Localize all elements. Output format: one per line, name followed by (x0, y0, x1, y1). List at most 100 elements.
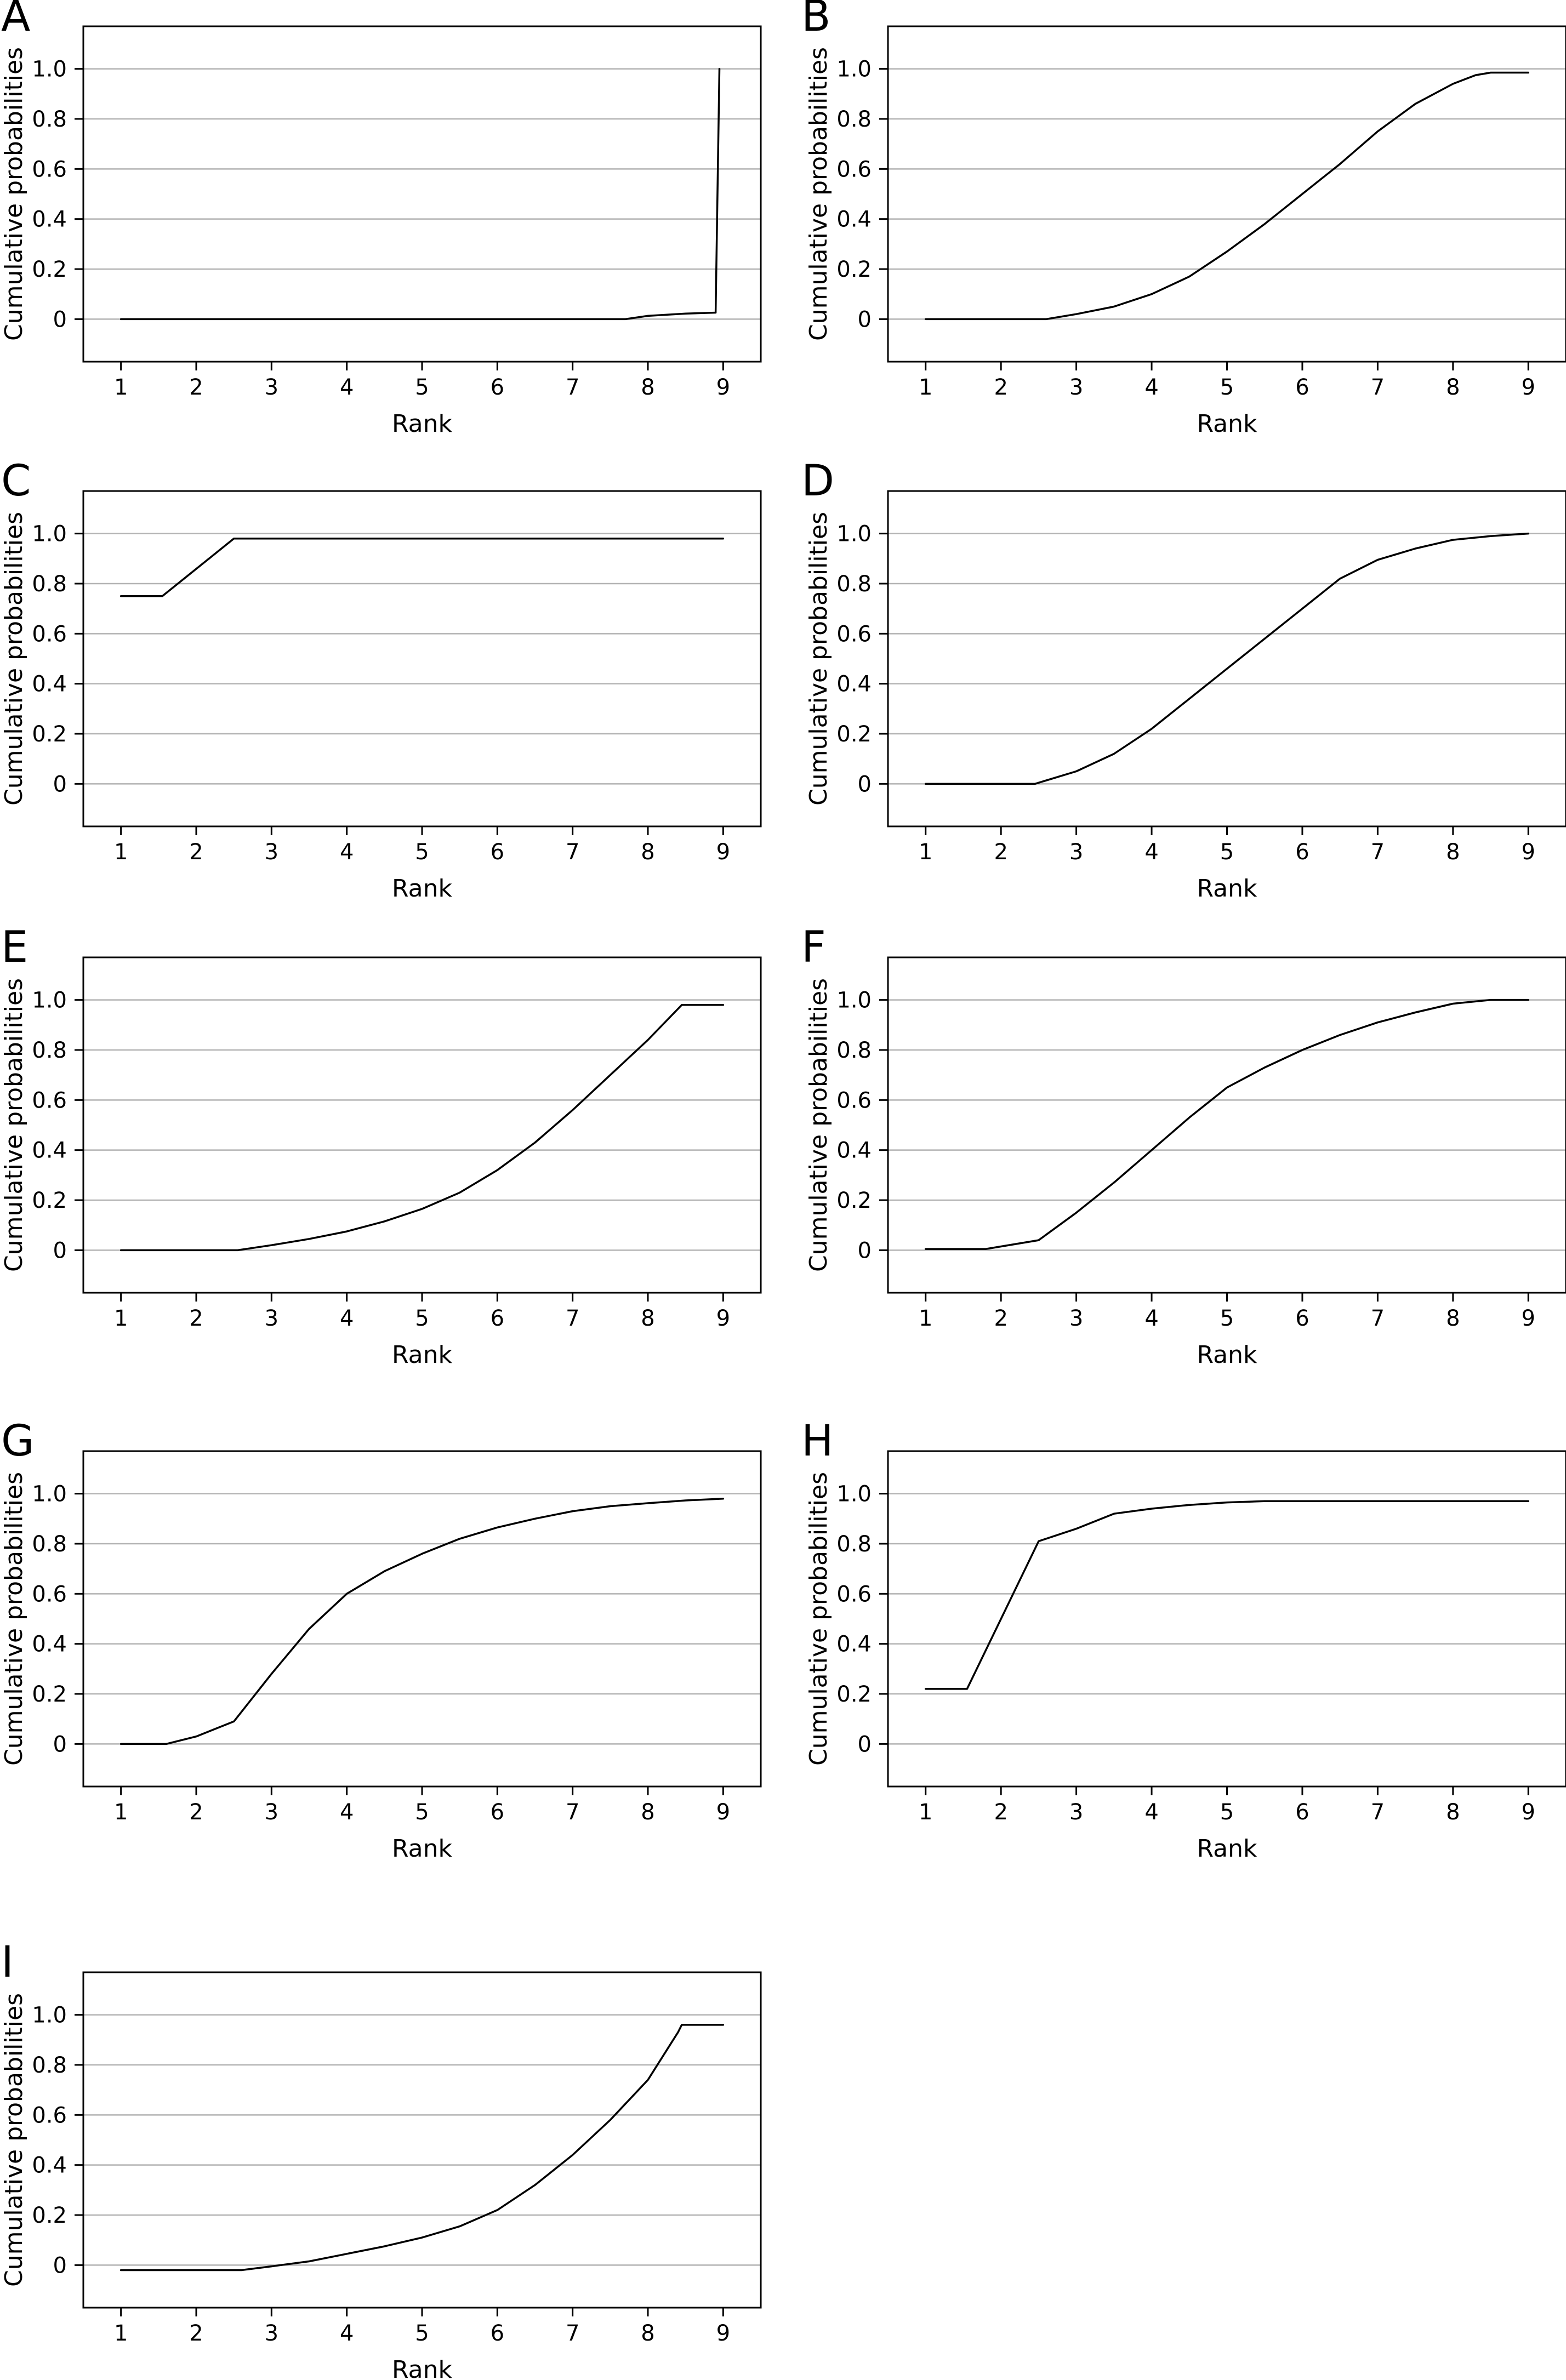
x-tick-label: 3 (265, 840, 278, 865)
x-tick-label: 2 (994, 1800, 1007, 1825)
y-tick-label: 0.2 (836, 257, 872, 282)
y-tick-label: 1.0 (32, 988, 67, 1013)
x-tick-label: 9 (1522, 1800, 1535, 1825)
x-tick-label: 7 (566, 840, 579, 865)
y-axis-label: Cumulative probabilities (0, 1472, 28, 1766)
x-axis-label: Rank (392, 875, 452, 903)
x-tick-label: 2 (994, 1306, 1007, 1331)
y-tick-label: 0.2 (32, 2203, 67, 2228)
x-axis-label: Rank (392, 410, 452, 438)
y-tick-label: 0.2 (836, 1682, 872, 1707)
x-tick-label: 9 (716, 840, 730, 865)
y-tick-label: 0 (53, 2253, 67, 2278)
y-axis-label: Cumulative probabilities (0, 978, 28, 1272)
x-tick-label: 2 (189, 2321, 203, 2346)
x-axis-label: Rank (392, 2356, 452, 2380)
x-tick-label: 9 (716, 1800, 730, 1825)
y-tick-label: 0.4 (32, 2153, 67, 2178)
cumulative-probability-line (119, 1498, 725, 1745)
panel-letter: B (801, 0, 831, 41)
x-tick-label: 7 (1371, 1306, 1385, 1331)
x-tick-label: 5 (1220, 1306, 1234, 1331)
x-tick-label: 6 (491, 1800, 504, 1825)
plot-frame (887, 25, 1566, 363)
x-tick-label: 9 (716, 2321, 730, 2346)
y-tick-label: 0.4 (32, 672, 67, 697)
chart-panel-i: I 1 2 3 4 5 6 7 8 9 0 0.2 0.4 0.6 0.8 1.0 Rank Cumulative… (0, 1938, 762, 2380)
y-tick-label: 0.8 (836, 572, 872, 597)
x-tick-label: 3 (1069, 1800, 1083, 1825)
x-tick-label: 8 (1446, 840, 1460, 865)
y-tick-label: 0.2 (32, 1682, 67, 1707)
x-tick-label: 5 (1220, 840, 1234, 865)
y-axis-label: Cumulative probabilities (805, 978, 833, 1272)
x-tick-label: 7 (1371, 1800, 1385, 1825)
y-tick-label: 0.8 (836, 1532, 872, 1557)
y-tick-label: 0.8 (32, 1532, 67, 1557)
x-tick-label: 4 (1144, 1306, 1158, 1331)
x-tick-label: 6 (491, 1306, 504, 1331)
x-axis-label: Rank (392, 1341, 452, 1369)
plot-frame (82, 490, 762, 827)
x-axis-label: Rank (1197, 410, 1257, 438)
x-tick-label: 2 (189, 375, 203, 400)
y-tick-label: 0.4 (836, 207, 872, 232)
y-tick-label: 0 (53, 1732, 67, 1757)
x-tick-label: 5 (415, 375, 429, 400)
x-axis-label: Rank (1197, 875, 1257, 903)
x-tick-label: 5 (415, 840, 429, 865)
plot-frame (82, 956, 762, 1294)
y-tick-label: 1.0 (32, 1482, 67, 1507)
y-tick-label: 0 (858, 1732, 872, 1757)
cumulative-probability-line (119, 1004, 725, 1252)
x-tick-label: 6 (491, 375, 504, 400)
cumulative-probability-line (119, 538, 725, 597)
x-tick-label: 8 (1446, 375, 1460, 400)
y-axis-label: Cumulative probabilities (0, 47, 28, 341)
x-tick-label: 1 (919, 1800, 932, 1825)
y-tick-label: 0.8 (32, 107, 67, 132)
y-tick-label: 0.2 (32, 257, 67, 282)
x-tick-label: 4 (1144, 840, 1158, 865)
y-tick-label: 0.2 (836, 1188, 872, 1213)
x-tick-label: 6 (1295, 840, 1309, 865)
cumulative-probability-line (924, 1500, 1530, 1690)
x-tick-label: 4 (1144, 375, 1158, 400)
y-tick-label: 0.6 (32, 1582, 67, 1607)
y-tick-label: 0.8 (836, 1038, 872, 1063)
y-tick-label: 0.8 (32, 572, 67, 597)
x-tick-label: 3 (1069, 840, 1083, 865)
cumulative-probability-line (924, 71, 1530, 321)
x-tick-label: 8 (641, 1306, 654, 1331)
y-tick-label: 0.2 (836, 722, 872, 747)
x-tick-label: 6 (491, 2321, 504, 2346)
y-tick-label: 1.0 (836, 1482, 872, 1507)
x-tick-label: 3 (265, 1800, 278, 1825)
y-tick-label: 0.4 (32, 207, 67, 232)
x-tick-label: 9 (1522, 840, 1535, 865)
x-axis-label: Rank (1197, 1835, 1257, 1863)
panel-letter: C (1, 456, 31, 506)
panel-letter: A (1, 0, 30, 41)
y-tick-label: 0.4 (836, 672, 872, 697)
x-tick-label: 2 (994, 840, 1007, 865)
x-tick-label: 8 (641, 840, 654, 865)
y-tick-label: 0.6 (836, 157, 872, 182)
y-tick-label: 0.8 (32, 2053, 67, 2078)
y-tick-label: 1.0 (836, 57, 872, 82)
chart-panel-c: C 1 2 3 4 5 6 7 8 9 0 0.2 0.4 0.6 0.8 1.0 Rank Cumulative… (0, 456, 762, 903)
y-tick-label: 0.6 (836, 621, 872, 647)
x-tick-label: 6 (491, 840, 504, 865)
y-tick-label: 0 (53, 772, 67, 797)
x-tick-label: 1 (114, 2321, 128, 2346)
x-tick-label: 7 (566, 2321, 579, 2346)
x-tick-label: 7 (566, 1800, 579, 1825)
x-tick-label: 1 (919, 375, 932, 400)
panel-letter: I (1, 1938, 14, 1987)
cumulative-probability-line (924, 532, 1530, 785)
x-tick-label: 8 (1446, 1306, 1460, 1331)
y-tick-label: 0 (53, 307, 67, 332)
y-tick-label: 0 (858, 307, 872, 332)
chart-panel-h: H 1 2 3 4 5 6 7 8 9 0 0.2 0.4 0.6 0.8 1.0 Rank Cumulative… (801, 1417, 1566, 1863)
